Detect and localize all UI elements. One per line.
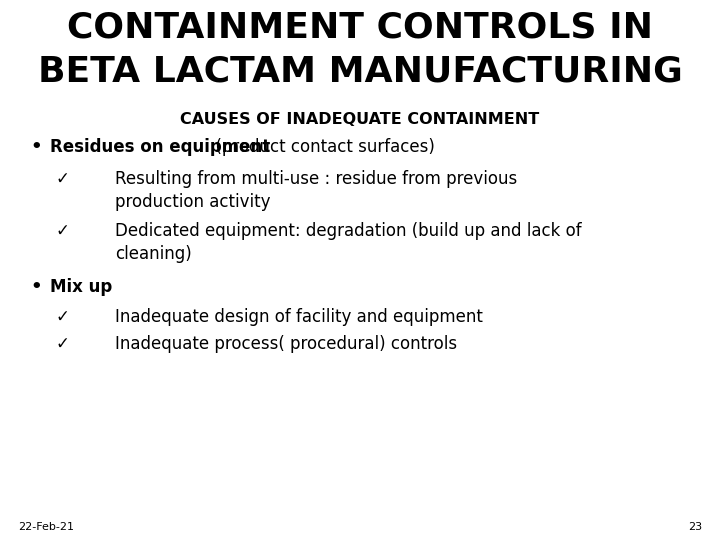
Text: CAUSES OF INADEQUATE CONTAINMENT: CAUSES OF INADEQUATE CONTAINMENT [181,112,539,127]
Text: ✓: ✓ [55,335,69,353]
Text: CONTAINMENT CONTROLS IN: CONTAINMENT CONTROLS IN [67,10,653,44]
Text: ✓: ✓ [55,222,69,240]
Text: •: • [30,138,42,156]
Text: Residues on equipment: Residues on equipment [50,138,270,156]
Text: ✓: ✓ [55,170,69,188]
Text: ✓: ✓ [55,308,69,326]
Text: Dedicated equipment: degradation (build up and lack of: Dedicated equipment: degradation (build … [115,222,582,240]
Text: BETA LACTAM MANUFACTURING: BETA LACTAM MANUFACTURING [37,55,683,89]
Text: Inadequate design of facility and equipment: Inadequate design of facility and equipm… [115,308,483,326]
Text: 22-Feb-21: 22-Feb-21 [18,522,74,532]
Text: (product contact surfaces): (product contact surfaces) [205,138,435,156]
Text: Resulting from multi-use : residue from previous: Resulting from multi-use : residue from … [115,170,517,188]
Text: Inadequate process( procedural) controls: Inadequate process( procedural) controls [115,335,457,353]
Text: cleaning): cleaning) [115,245,192,263]
Text: production activity: production activity [115,193,271,211]
Text: •: • [30,278,42,296]
Text: 23: 23 [688,522,702,532]
Text: Mix up: Mix up [50,278,112,296]
